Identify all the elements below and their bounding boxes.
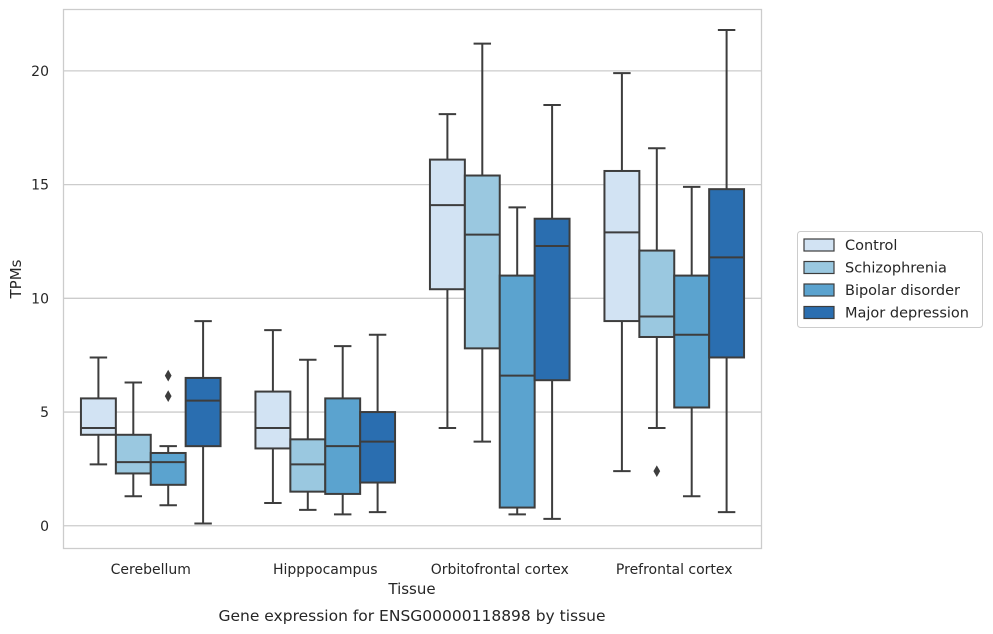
x-tick-label: Prefrontal cortex bbox=[616, 562, 733, 578]
box-iqr bbox=[463, 174, 501, 350]
box-iqr bbox=[289, 438, 327, 493]
legend-entry: Major depression bbox=[803, 305, 969, 322]
box-iqr bbox=[673, 274, 711, 409]
box-plot bbox=[638, 147, 676, 478]
box-plot bbox=[533, 104, 571, 520]
outlier-point bbox=[164, 390, 172, 402]
legend-swatch bbox=[803, 283, 835, 297]
box-iqr bbox=[254, 390, 292, 450]
legend-label: Schizophrenia bbox=[845, 261, 947, 277]
box-iqr bbox=[498, 274, 536, 509]
y-axis-ticks: 0 5 10 15 20 bbox=[31, 64, 49, 535]
x-axis-title: Tissue bbox=[387, 580, 435, 598]
series-group bbox=[114, 42, 676, 511]
box-iqr bbox=[114, 433, 152, 475]
legend-swatch bbox=[803, 238, 835, 252]
legend-label: Control bbox=[845, 238, 897, 254]
box-plot bbox=[289, 358, 327, 511]
box-iqr bbox=[533, 217, 571, 382]
series-group bbox=[79, 72, 641, 505]
legend-label: Bipolar disorder bbox=[845, 283, 960, 299]
series-group bbox=[149, 185, 711, 516]
box-iqr bbox=[708, 188, 746, 359]
legend-swatch bbox=[803, 305, 835, 320]
y-tick-label: 5 bbox=[40, 405, 49, 421]
box-iqr bbox=[603, 169, 641, 323]
plot-area-frame bbox=[62, 8, 763, 550]
box-plot bbox=[708, 28, 746, 514]
y-tick-label: 10 bbox=[31, 291, 49, 307]
box-plot bbox=[463, 42, 501, 443]
y-tick-label: 20 bbox=[31, 64, 49, 80]
legend-entry: Bipolar disorder bbox=[803, 283, 960, 299]
legend: Control Schizophrenia Bipolar disorder Majo… bbox=[797, 231, 983, 328]
legend-entry: Control bbox=[803, 238, 897, 254]
x-axis-ticks: Cerebellum Hipppocampus Orbitofrontal cort… bbox=[111, 562, 733, 578]
outlier-point bbox=[653, 465, 661, 478]
box-plot bbox=[324, 345, 362, 516]
box-plot bbox=[254, 329, 292, 505]
box-iqr bbox=[149, 451, 187, 486]
box-plot bbox=[149, 369, 187, 507]
legend-frame bbox=[797, 231, 983, 328]
legend-swatch bbox=[803, 260, 835, 275]
box-iqr bbox=[638, 249, 676, 338]
legend-label: Major depression bbox=[845, 306, 969, 322]
box-plot bbox=[79, 356, 117, 466]
y-tick-label: 0 bbox=[40, 519, 49, 535]
y-axis-title: TPMs bbox=[7, 259, 25, 299]
box-plot bbox=[114, 381, 152, 498]
x-tick-label: Cerebellum bbox=[111, 562, 191, 578]
box-plot bbox=[428, 113, 466, 429]
chart-caption: Gene expression for ENSG00000118898 by t… bbox=[218, 607, 605, 625]
box-iqr bbox=[359, 411, 397, 484]
box-plot bbox=[603, 72, 641, 473]
legend-entry: Schizophrenia bbox=[803, 260, 947, 277]
box-iqr bbox=[184, 376, 222, 448]
box-iqr bbox=[428, 158, 466, 291]
box-iqr bbox=[79, 397, 117, 436]
box-series bbox=[79, 28, 746, 525]
outlier-point bbox=[164, 369, 172, 382]
x-tick-label: Orbitofrontal cortex bbox=[431, 562, 569, 578]
y-tick-label: 15 bbox=[31, 178, 49, 194]
series-group bbox=[184, 28, 746, 525]
box-plot bbox=[498, 206, 536, 516]
box-plot bbox=[359, 333, 397, 514]
x-tick-label: Hipppocampus bbox=[273, 562, 378, 578]
box-plot bbox=[184, 320, 222, 525]
